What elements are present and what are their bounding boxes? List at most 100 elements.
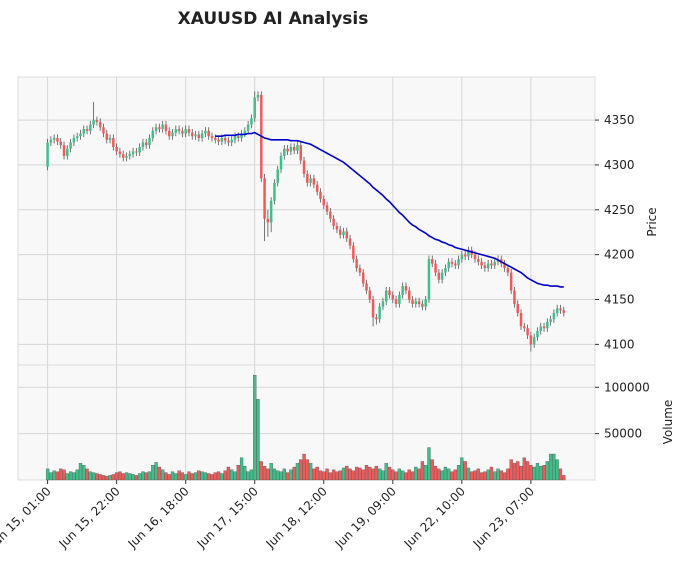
candle-body	[342, 231, 345, 235]
candle-body	[164, 124, 168, 131]
candle-body	[411, 299, 414, 304]
volume-bar	[473, 470, 477, 481]
candle-body	[256, 94, 260, 98]
volume-bar	[539, 465, 543, 481]
volume-bar	[555, 459, 559, 481]
candle-body	[404, 286, 408, 291]
volume-bar	[220, 473, 224, 481]
volume-bar	[427, 447, 431, 481]
volume-bar	[253, 375, 257, 481]
volume-bar	[519, 465, 523, 481]
candle-body	[552, 312, 556, 320]
candle-body	[276, 169, 279, 183]
volume-bar	[121, 473, 125, 481]
volume-bar	[315, 466, 319, 481]
candle-body	[151, 130, 155, 139]
candle-body	[148, 138, 151, 146]
candle-body	[296, 145, 299, 151]
volume-bar	[424, 465, 428, 481]
y-tick-label: 4150	[604, 293, 635, 307]
candle-body	[197, 134, 201, 139]
candle-body	[450, 261, 454, 264]
volume-bar	[292, 466, 296, 481]
candle-body	[312, 178, 316, 185]
y-tick-label: 4250	[604, 203, 635, 217]
candle-body	[52, 138, 56, 140]
volume-bar	[157, 466, 162, 481]
y-tick-label: 4350	[604, 113, 635, 127]
candle-body	[375, 317, 378, 320]
volume-bar	[525, 461, 530, 481]
volume-bar	[101, 475, 106, 481]
volume-bar	[243, 465, 247, 481]
candle-body	[223, 138, 227, 141]
volume-bar	[256, 399, 260, 481]
candle-body	[486, 263, 490, 269]
candle-body	[381, 301, 385, 307]
volume-bar	[115, 472, 119, 481]
candle-body	[473, 254, 477, 260]
candle-body	[427, 259, 431, 300]
candle-body	[309, 178, 312, 183]
chart-title: XAUUSD AI Analysis	[178, 9, 369, 29]
volume-bar	[276, 470, 280, 481]
volume-bar	[138, 473, 142, 481]
candle-body	[493, 261, 496, 266]
volume-bar	[82, 465, 86, 481]
volume-bar	[512, 463, 517, 481]
volume-bar	[447, 468, 451, 481]
candle-body	[200, 133, 204, 139]
volume-bar	[151, 465, 155, 481]
candle-body	[279, 155, 283, 170]
candle-body	[243, 130, 247, 134]
volume-bar	[302, 453, 306, 481]
volume-bar	[433, 465, 438, 481]
volume-bar	[358, 467, 362, 481]
volume-bar	[483, 471, 487, 481]
volume-bar	[460, 457, 464, 481]
candle-body	[210, 136, 214, 139]
volume-bar	[361, 469, 365, 481]
volume-bar	[170, 471, 175, 481]
volume-bar	[174, 473, 178, 481]
candle-body	[292, 146, 296, 151]
candle-body	[483, 265, 487, 269]
candle-body	[542, 326, 546, 329]
volume-bar	[266, 468, 270, 481]
candle-body	[477, 259, 480, 262]
volume-bar	[180, 472, 185, 481]
candle-body	[250, 118, 253, 125]
volume-bar	[45, 468, 50, 481]
candle-body	[421, 303, 424, 307]
volume-bar	[141, 471, 145, 481]
volume-bar	[269, 463, 273, 481]
volume-bar	[210, 474, 214, 481]
candle-body	[424, 299, 427, 307]
candle-body	[555, 308, 559, 313]
volume-bar	[548, 453, 553, 481]
volume-bar	[338, 470, 342, 481]
candle-body	[125, 155, 128, 158]
volume-bar	[154, 462, 158, 481]
volume-bar	[516, 461, 520, 481]
volume-bar	[95, 473, 99, 481]
candle-body	[325, 205, 329, 212]
volume-bar	[88, 471, 92, 481]
volume-bar	[355, 466, 359, 481]
candle-body	[59, 141, 62, 146]
x-tick-label: Jun 19, 09:00	[332, 484, 399, 551]
candle-body	[194, 134, 197, 137]
volume-bar	[118, 471, 122, 481]
candle-body	[447, 261, 450, 269]
candle-body	[509, 272, 513, 291]
volume-bar	[335, 471, 339, 481]
candle-body	[174, 129, 178, 133]
volume-bar	[190, 473, 194, 481]
candle-body	[214, 138, 217, 140]
volume-bar	[325, 468, 329, 481]
volume-bar	[98, 474, 102, 481]
candle-body	[79, 133, 82, 137]
volume-bar	[134, 475, 138, 481]
candle-body	[352, 245, 355, 260]
